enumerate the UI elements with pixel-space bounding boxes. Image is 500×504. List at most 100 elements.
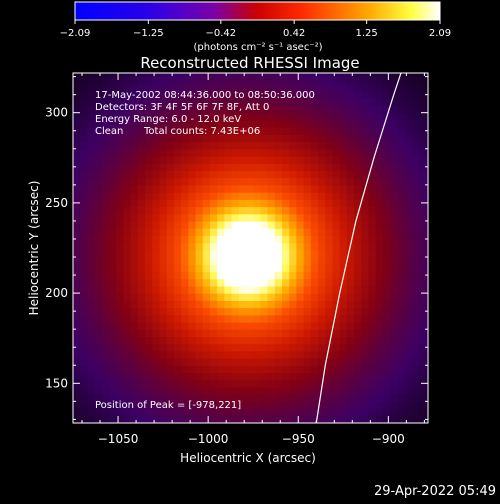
heatmap-cell [404,119,413,128]
heatmap-cell [361,386,370,395]
heatmap-cell [202,336,211,345]
heatmap-cell [130,278,139,287]
heatmap-cell [116,228,125,236]
heatmap-cell [375,343,384,352]
heatmap-cell [296,264,305,273]
heatmap-cell [267,358,276,366]
heatmap-cell [209,134,218,143]
heatmap-cell [325,264,334,273]
heatmap-cell [404,343,413,352]
heatmap-cell [296,235,305,244]
heatmap-cell [397,249,406,258]
heatmap-cell [188,155,197,164]
heatmap-cell [137,365,146,374]
heatmap-cell [137,91,146,99]
heatmap-cell [231,285,240,294]
heatmap-cell [296,307,305,316]
heatmap-cell [152,343,161,352]
heatmap-cell [73,235,81,244]
heatmap-cell [274,105,283,114]
heatmap-cell [289,249,298,258]
heatmap-cell [94,401,103,410]
heatmap-cell [361,321,370,330]
heatmap-cell [418,278,427,287]
heatmap-cell [73,228,81,236]
heatmap-cell [159,192,168,200]
heatmap-cell [411,336,420,345]
heatmap-cell [426,336,428,345]
heatmap-cell [181,76,189,85]
heatmap-cell [145,192,153,200]
heatmap-cell [123,83,132,92]
heatmap-cell [109,228,117,236]
heatmap-cell [339,372,348,381]
heatmap-cell [339,184,348,193]
heatmap-cell [332,134,341,143]
heatmap-cell [130,372,139,381]
heatmap-cell [354,293,362,301]
heatmap-cell [361,98,370,107]
heatmap-cell [332,379,341,388]
heatmap-cell [339,394,348,402]
heatmap-cell [109,163,117,172]
heatmap-cell [231,401,240,410]
heatmap-cell [274,73,283,78]
heatmap-cell [188,83,197,92]
heatmap-cell [282,148,290,157]
heatmap-cell [346,314,355,323]
heatmap-cell [411,408,420,417]
heatmap-cell [123,329,132,338]
heatmap-cell [238,206,247,215]
heatmap-cell [166,257,175,265]
heatmap-cell [87,228,96,236]
heatmap-cell [181,293,189,301]
heatmap-cell [274,148,283,157]
heatmap-cell [137,386,146,395]
heatmap-cell [202,401,211,410]
heatmap-cell [418,141,427,150]
heatmap-cell [282,386,290,395]
heatmap-cell [94,148,103,157]
heatmap-cell [325,314,334,323]
heatmap-cell [332,350,341,359]
heatmap-cell [274,98,283,107]
heatmap-cell [123,98,132,107]
heatmap-cell [123,365,132,374]
heatmap-cell [173,76,182,85]
heatmap-cell [260,98,269,107]
heatmap-cell [130,242,139,251]
heatmap-cell [245,293,254,301]
heatmap-cell [267,350,276,359]
heatmap-cell [87,343,96,352]
heatmap-cell [354,155,362,164]
heatmap-cell [303,228,312,236]
heatmap-cell [87,177,96,186]
heatmap-cell [303,343,312,352]
heatmap-cell [173,285,182,294]
heatmap-cell [253,199,262,208]
heatmap-cell [173,300,182,309]
heatmap-cell [188,206,197,215]
heatmap-cell [145,415,153,423]
heatmap-cell [303,235,312,244]
heatmap-cell [94,271,103,280]
plot-frame [72,72,429,424]
heatmap-cell [404,242,413,251]
heatmap-cell [73,249,81,258]
heatmap-cell [224,264,233,273]
heatmap-cell [404,141,413,150]
heatmap-cell [245,401,254,410]
heatmap-cell [426,170,428,179]
heatmap-cell [390,235,398,244]
heatmap-cell [418,350,427,359]
heatmap-cell [202,350,211,359]
heatmap-cell [282,257,290,265]
heatmap-cell [253,148,262,157]
heatmap-cell [260,220,269,229]
heatmap-cell [202,127,211,135]
heatmap-cell [166,228,175,236]
heatmap-cell [116,307,125,316]
heatmap-cell [202,343,211,352]
heatmap-cell [397,105,406,114]
heatmap-cell [418,242,427,251]
